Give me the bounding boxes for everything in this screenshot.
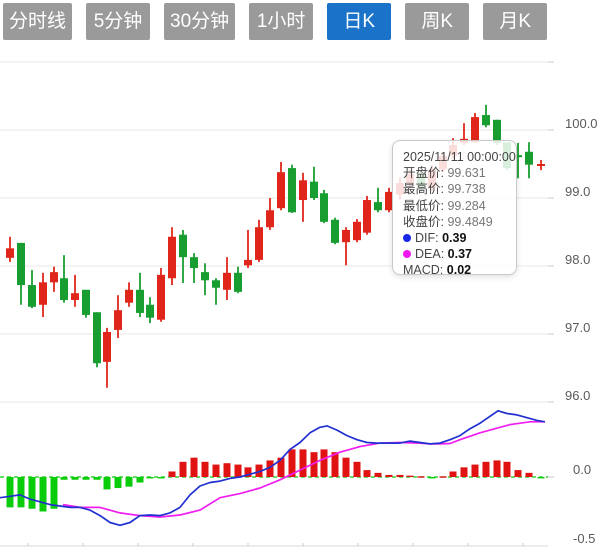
candle[interactable] <box>212 278 220 305</box>
dea-dot-icon <box>403 249 411 258</box>
y-axis-label: 0.0 <box>573 462 591 477</box>
candle[interactable] <box>136 272 144 317</box>
candle[interactable] <box>471 113 479 143</box>
tooltip-macd-row: MACD: 0.02 <box>403 262 510 278</box>
candle[interactable] <box>71 274 79 307</box>
candle[interactable] <box>146 297 154 324</box>
candle[interactable] <box>299 172 307 222</box>
timeframe-button-daily[interactable]: 日K <box>327 3 392 40</box>
tooltip-low-label: 最低价: <box>403 198 444 213</box>
candle[interactable] <box>179 229 187 283</box>
timeframe-toolbar: 分时线 5分钟 30分钟 1小时 日K 周K 月K <box>3 3 548 40</box>
timeframe-button-monthly[interactable]: 月K <box>483 3 548 40</box>
candle[interactable] <box>353 219 361 243</box>
timeframe-button-5min[interactable]: 5分钟 <box>86 3 151 40</box>
tooltip-datetime: 2025/11/11 00:00:00 <box>403 150 516 164</box>
dif-dot-icon <box>403 233 411 242</box>
macd-axis: 0.0 -0.5 <box>548 462 595 546</box>
candle[interactable] <box>125 282 133 307</box>
candle[interactable] <box>6 236 14 262</box>
tooltip-low-row: 最低价: 99.284 <box>403 198 510 214</box>
candle[interactable] <box>103 327 111 388</box>
candle[interactable] <box>385 187 393 213</box>
tooltip-high-label: 最高价: <box>403 182 444 197</box>
x-axis <box>0 543 548 547</box>
candle[interactable] <box>190 253 198 283</box>
timeframe-button-timeline[interactable]: 分时线 <box>3 3 73 40</box>
candle[interactable] <box>234 266 242 294</box>
y-axis-label: 96.0 <box>565 388 590 403</box>
candle[interactable] <box>277 161 285 211</box>
tooltip-dea-label: DEA: <box>415 247 445 262</box>
tooltip-macd-label: MACD: <box>403 263 444 278</box>
dea-line <box>62 420 545 518</box>
tooltip-macd-value: 0.02 <box>446 263 472 278</box>
candle[interactable] <box>310 166 318 201</box>
candle[interactable] <box>537 159 545 171</box>
candle[interactable] <box>514 142 522 179</box>
candle[interactable] <box>288 164 296 213</box>
candle[interactable] <box>82 289 90 318</box>
y-axis-label: 98.0 <box>565 252 590 267</box>
tooltip-dea-value: 0.37 <box>447 247 473 262</box>
tooltip-dif-value: 0.39 <box>442 231 467 246</box>
candle[interactable] <box>168 227 176 286</box>
tooltip-close-value: 99.4849 <box>447 214 493 229</box>
tooltip-open-value: 99.631 <box>447 166 486 181</box>
candle[interactable] <box>255 219 263 262</box>
tooltip-low-value: 99.284 <box>447 198 486 213</box>
candle[interactable] <box>50 266 58 292</box>
tooltip-open-row: 开盘价: 99.631 <box>403 165 510 181</box>
y-axis-label: 97.0 <box>565 320 590 335</box>
timeframe-button-1hour[interactable]: 1小时 <box>249 3 314 40</box>
tooltip-high-value: 99.738 <box>447 182 486 197</box>
tooltip-dif-label: DIF: <box>415 231 439 246</box>
y-axis-label: 100.0 <box>565 116 598 131</box>
candle[interactable] <box>93 312 101 368</box>
candle[interactable] <box>482 104 490 128</box>
candle[interactable] <box>28 270 36 309</box>
macd-histogram <box>6 449 545 512</box>
candle[interactable] <box>39 272 47 317</box>
candle[interactable] <box>223 257 231 300</box>
tooltip-close-label: 收盘价: <box>403 214 444 229</box>
candle[interactable] <box>157 268 165 322</box>
candle[interactable] <box>114 295 122 339</box>
candle-tooltip: 2025/11/11 00:00:00 开盘价: 99.631 最高价: 99.… <box>392 140 517 278</box>
candle[interactable] <box>266 198 274 230</box>
tooltip-dif-row: DIF: 0.39 <box>403 230 510 246</box>
y-axis-label: 99.0 <box>565 184 590 199</box>
dif-line <box>0 409 546 527</box>
timeframe-button-weekly[interactable]: 周K <box>405 3 470 40</box>
candle[interactable] <box>201 263 209 296</box>
candle[interactable] <box>374 187 382 213</box>
candle[interactable] <box>342 227 350 266</box>
tooltip-open-label: 开盘价: <box>403 166 444 181</box>
candle[interactable] <box>525 142 533 179</box>
candle[interactable] <box>320 189 328 224</box>
candle[interactable] <box>363 195 371 235</box>
tooltip-high-row: 最高价: 99.738 <box>403 181 510 197</box>
y-axis-label: -0.5 <box>573 531 595 546</box>
tooltip-dea-row: DEA: 0.37 <box>403 246 510 262</box>
candle[interactable] <box>60 255 68 303</box>
candle[interactable] <box>331 217 339 245</box>
candle[interactable] <box>244 229 252 269</box>
tooltip-close-row: 收盘价: 99.4849 <box>403 214 510 230</box>
candle[interactable] <box>17 242 25 305</box>
timeframe-button-30min[interactable]: 30分钟 <box>164 3 236 40</box>
